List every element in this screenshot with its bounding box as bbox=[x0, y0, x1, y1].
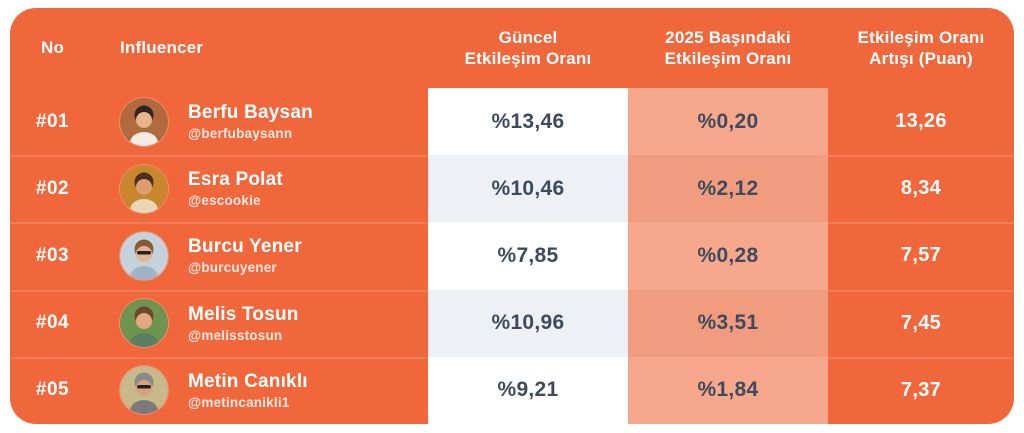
current-rate-value: %10,96 bbox=[428, 289, 628, 357]
column-header-2025-start-rate: 2025 Başındaki Etkileşim Oranı bbox=[628, 8, 828, 88]
start-2025-rate-value: %1,84 bbox=[628, 356, 828, 424]
avatar-image bbox=[120, 366, 168, 415]
current-rate-value: %10,46 bbox=[428, 155, 628, 223]
influencer-cell: Berfu Baysan @berfubaysann bbox=[95, 88, 428, 155]
column-header-current-rate: Güncel Etkileşim Oranı bbox=[428, 8, 628, 88]
start-2025-rate-value: %0,20 bbox=[628, 88, 828, 156]
start-2025-rate-value: %3,51 bbox=[628, 289, 828, 357]
influencer-cell: Melis Tosun @melisstosun bbox=[95, 290, 428, 357]
influencer-handle: @escookie bbox=[188, 193, 261, 209]
influencer-cell: Metin Canıklı @metincanikli1 bbox=[95, 357, 428, 424]
influencer-cell: Burcu Yener @burcuyener bbox=[95, 222, 428, 289]
current-rate-value: %13,46 bbox=[428, 88, 628, 156]
table-row: #02 Esra Polat @escookie %10,46 %2,12 8,… bbox=[10, 155, 1014, 223]
rate-increase-value: 7,37 bbox=[828, 357, 1014, 424]
influencer-handle: @burcuyener bbox=[188, 260, 277, 276]
rank-label: #02 bbox=[10, 155, 95, 222]
influencer-handle: @melisstosun bbox=[188, 327, 283, 343]
column-header-no: No bbox=[40, 38, 65, 58]
table-row: #01 Berfu Baysan @berfubaysann %13,46 %0… bbox=[10, 88, 1014, 156]
column-header-line: 2025 Başındaki bbox=[665, 27, 791, 47]
table-row: #03 Burcu Yener @burcuyener %7,85 %0,28 … bbox=[10, 222, 1014, 290]
start-2025-rate-value: %0,28 bbox=[628, 222, 828, 290]
influencer-identity: Burcu Yener @burcuyener bbox=[188, 236, 302, 275]
rate-increase-value: 8,34 bbox=[828, 155, 1014, 222]
avatar-image bbox=[120, 231, 168, 280]
rate-increase-value: 7,57 bbox=[828, 222, 1014, 289]
current-rate-value: %9,21 bbox=[428, 356, 628, 424]
influencer-identity: Melis Tosun @melisstosun bbox=[188, 304, 299, 343]
column-header-influencer: Influencer bbox=[120, 38, 204, 58]
rank-label: #05 bbox=[10, 357, 95, 424]
column-header-line: Etkileşim Oranı bbox=[464, 49, 592, 68]
column-header-line: Etkileşim Oranı bbox=[664, 49, 792, 68]
column-header-line: Etkileşim Oranı bbox=[857, 27, 985, 47]
table-header-row: No Influencer Güncel Etkileşim Oranı 202… bbox=[10, 8, 1014, 88]
influencer-handle: @metincanikli1 bbox=[188, 394, 290, 410]
influencer-name: Metin Canıklı bbox=[188, 370, 308, 392]
influencer-handle: @berfubaysann bbox=[188, 126, 293, 142]
rank-label: #03 bbox=[10, 222, 95, 289]
person-avatar-icon bbox=[120, 231, 168, 280]
avatar-image bbox=[120, 164, 168, 213]
start-2025-rate-value: %2,12 bbox=[628, 155, 828, 223]
table-row: #05 Metin Canıklı @metincanikli1 %9,21 %… bbox=[10, 356, 1014, 424]
column-header-rate-increase: Etkileşim Oranı Artışı (Puan) bbox=[828, 8, 1014, 88]
avatar-image bbox=[120, 299, 168, 348]
influencer-identity: Metin Canıklı @metincanikli1 bbox=[188, 371, 308, 410]
influencer-name: Berfu Baysan bbox=[188, 102, 313, 124]
rank-label: #01 bbox=[35, 110, 70, 132]
rate-increase-value: 13,26 bbox=[895, 110, 947, 133]
person-avatar-icon bbox=[120, 366, 168, 415]
person-avatar-icon bbox=[120, 299, 168, 348]
rate-increase-value: 7,45 bbox=[828, 290, 1014, 357]
rank-label: #04 bbox=[10, 290, 95, 357]
person-avatar-icon bbox=[120, 97, 168, 146]
influencer-name: Melis Tosun bbox=[188, 303, 299, 325]
influencer-cell: Esra Polat @escookie bbox=[95, 155, 428, 222]
influencer-engagement-table: No Influencer Güncel Etkileşim Oranı 202… bbox=[10, 8, 1014, 424]
column-header-line: Güncel bbox=[498, 27, 558, 47]
influencer-name: Esra Polat bbox=[188, 169, 283, 191]
avatar-image bbox=[120, 97, 168, 146]
person-avatar-icon bbox=[120, 164, 168, 213]
influencer-identity: Berfu Baysan @berfubaysann bbox=[188, 102, 313, 141]
influencer-identity: Esra Polat @escookie bbox=[188, 169, 283, 208]
table-row: #04 Melis Tosun @melisstosun %10,96 %3,5… bbox=[10, 289, 1014, 357]
column-header-line: Artışı (Puan) bbox=[869, 49, 973, 68]
current-rate-value: %7,85 bbox=[428, 222, 628, 290]
influencer-name: Burcu Yener bbox=[188, 236, 302, 258]
